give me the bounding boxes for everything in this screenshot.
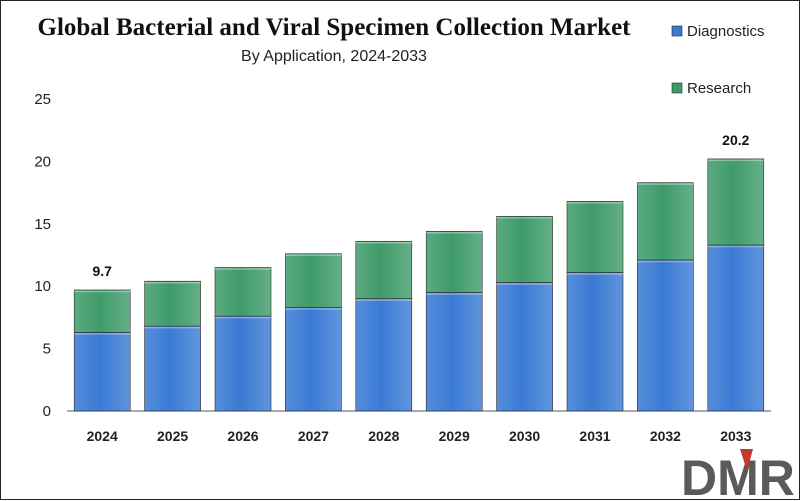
legend-swatch-research [671, 82, 683, 94]
bar-segment-research [637, 182, 694, 261]
legend-label-research: Research [687, 80, 751, 97]
bar-segment-research [496, 216, 553, 283]
chart-subtitle: By Application, 2024-2033 [241, 48, 427, 65]
bar-segment-research [355, 240, 413, 299]
bar-segment-diagnostics [566, 272, 624, 412]
y-tick-label: 5 [43, 341, 51, 358]
logo-wordmark: DMR [681, 450, 795, 501]
x-tick-label: 2033 [720, 428, 751, 444]
bar-segment-research [285, 253, 342, 308]
bar-segment-research [425, 230, 483, 293]
legend-label-diagnostics: Diagnostics [687, 23, 765, 40]
logo-background [679, 451, 799, 499]
bar-segment-diagnostics [355, 298, 413, 412]
x-tick-label: 2032 [650, 428, 681, 444]
dmr-logo: DMR [679, 449, 799, 501]
x-tick-label: 2025 [157, 428, 188, 444]
y-tick-label: 10 [34, 278, 51, 295]
legend-swatch-diagnostics [671, 25, 683, 37]
bar-segment-diagnostics [285, 307, 342, 412]
y-tick-label: 20 [34, 153, 51, 170]
bar-segment-research [566, 201, 624, 273]
y-tick-label: 15 [34, 216, 51, 233]
x-tick-label: 2027 [298, 428, 329, 444]
x-tick-label: 2026 [227, 428, 258, 444]
bar-segment-diagnostics [496, 282, 553, 412]
x-tick-label: 2024 [87, 428, 118, 444]
bar-segment-research [73, 289, 131, 333]
x-tick-label: 2028 [368, 428, 399, 444]
bar-segment-diagnostics [214, 315, 272, 412]
bar-segment-research [144, 280, 201, 327]
bar-segment-research [214, 267, 272, 317]
bar-segment-diagnostics [637, 259, 694, 412]
data-label: 9.7 [92, 263, 112, 279]
logo-accent-shape [740, 449, 753, 471]
legend: Diagnostics Research [671, 23, 765, 97]
bar-segment-diagnostics [144, 325, 201, 412]
x-tick-label: 2029 [439, 428, 470, 444]
data-label: 20.2 [722, 132, 749, 148]
chart-title: Global Bacterial and Viral Specimen Coll… [38, 14, 632, 41]
bar-segment-research [707, 158, 765, 246]
y-tick-label: 0 [43, 403, 51, 420]
x-tick-label: 2030 [509, 428, 540, 444]
bar-segment-diagnostics [707, 244, 765, 412]
bar-segment-diagnostics [73, 332, 131, 412]
y-tick-label: 25 [34, 91, 51, 108]
bar-segment-diagnostics [425, 292, 483, 412]
x-tick-label: 2031 [579, 428, 610, 444]
